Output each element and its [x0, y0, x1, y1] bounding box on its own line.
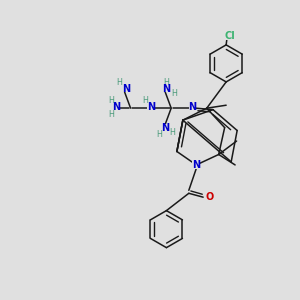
Text: N: N: [188, 102, 196, 112]
Text: N: N: [161, 123, 169, 133]
FancyBboxPatch shape: [163, 85, 170, 92]
Text: N: N: [162, 84, 170, 94]
FancyBboxPatch shape: [162, 124, 169, 131]
Text: H: H: [169, 128, 175, 136]
FancyBboxPatch shape: [192, 161, 200, 169]
FancyBboxPatch shape: [122, 85, 129, 92]
FancyBboxPatch shape: [188, 104, 196, 111]
FancyBboxPatch shape: [224, 32, 235, 40]
Text: N: N: [147, 102, 155, 112]
FancyBboxPatch shape: [113, 104, 119, 110]
Text: H: H: [116, 78, 122, 87]
Text: H: H: [108, 110, 114, 119]
FancyBboxPatch shape: [206, 193, 214, 200]
Text: Cl: Cl: [224, 31, 235, 41]
FancyBboxPatch shape: [147, 104, 155, 111]
Text: H: H: [171, 89, 177, 98]
Text: H: H: [142, 97, 148, 106]
Text: H: H: [164, 78, 169, 87]
Text: H: H: [108, 97, 114, 106]
Text: N: N: [192, 160, 200, 170]
Text: O: O: [206, 192, 214, 202]
Text: N: N: [122, 84, 130, 94]
Text: N: N: [112, 102, 120, 112]
Text: H: H: [156, 130, 162, 139]
